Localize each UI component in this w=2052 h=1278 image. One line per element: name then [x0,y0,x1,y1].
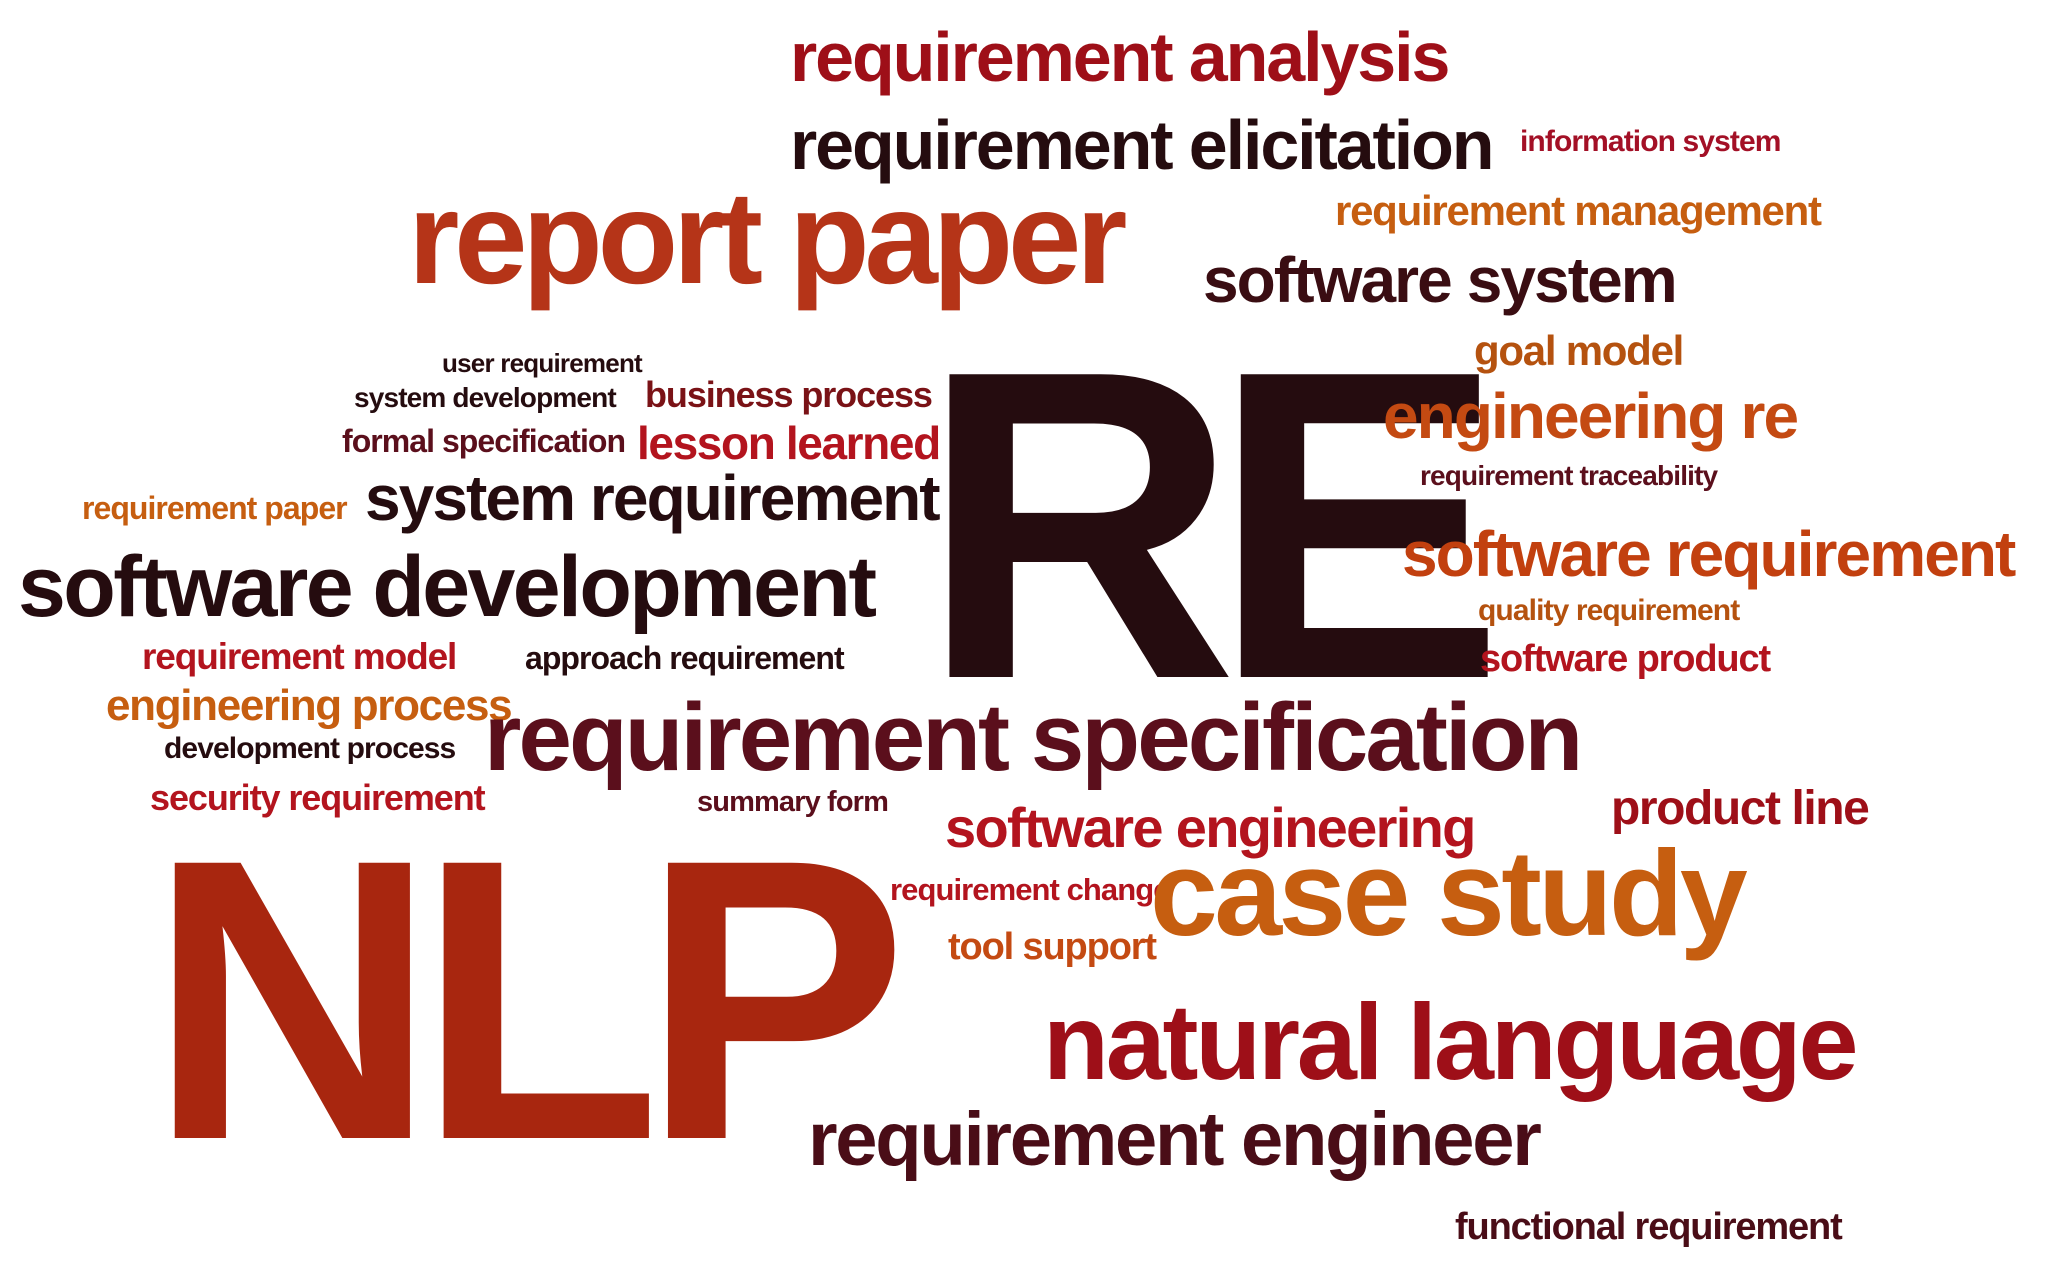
word-case-study: case study [1150,825,1748,961]
word-security-requirement: security requirement [150,777,486,818]
word-requirement-traceability: requirement traceability [1420,460,1718,491]
word-requirement-change: requirement change [890,872,1170,907]
word-requirement-elicitation: requirement elicitation [790,106,1495,184]
word-requirement-specification: requirement specification [484,684,1583,791]
word-nlp: NLP [148,776,908,1223]
word-business-process: business process [645,374,933,415]
word-system-development: system development [354,382,617,413]
word-information-system: information system [1520,125,1781,158]
word-requirement-model: requirement model [142,636,457,677]
word-report-paper: report paper [408,164,1127,311]
word-functional-requirement: functional requirement [1455,1206,1843,1248]
word-development-process: development process [164,732,456,765]
word-quality-requirement: quality requirement [1478,594,1740,627]
word-product-line: product line [1611,782,1870,835]
word-formal-specification: formal specification [342,423,626,459]
word-goal-model: goal model [1474,327,1684,374]
word-natural-language: natural language [1043,981,1859,1102]
word-re: RE [920,280,1505,771]
word-approach-requirement: approach requirement [525,640,845,676]
word-user-requirement: user requirement [442,348,643,378]
word-system-requirement: system requirement [365,462,941,534]
word-software-engineering: software engineering [945,796,1476,859]
word-tool-support: tool support [948,926,1157,968]
word-software-system: software system [1203,244,1678,316]
word-engineering-re: engineering re [1383,380,1799,452]
word-requirement-engineer: requirement engineer [808,1097,1542,1182]
word-engineering-process: engineering process [106,681,513,730]
word-software-development: software development [18,539,877,635]
word-requirement-management: requirement management [1335,187,1822,234]
word-software-product: software product [1480,638,1771,680]
word-lesson-learned: lesson learned [637,417,941,469]
word-requirement-analysis: requirement analysis [790,18,1450,96]
word-requirement-paper: requirement paper [82,490,348,526]
word-summary-form: summary form [697,786,889,818]
word-software-requirement: software requirement [1402,518,2016,590]
